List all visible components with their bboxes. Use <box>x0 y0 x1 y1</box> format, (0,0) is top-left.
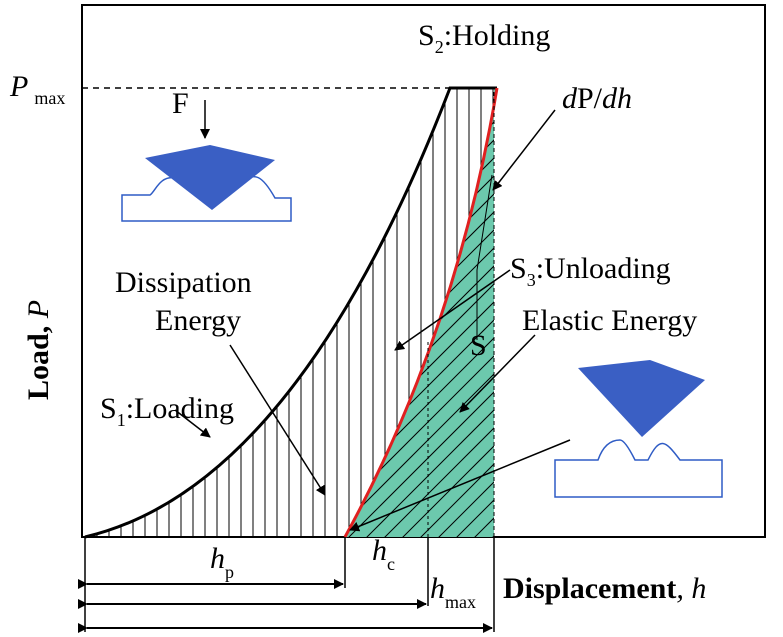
hmax-label: hmax <box>430 572 476 612</box>
dimension-arrows <box>78 579 493 633</box>
hatch-line <box>393 99 497 537</box>
hatch-line <box>345 99 497 537</box>
hatch-line <box>345 99 497 537</box>
unloading-label: S3:Unloading <box>510 252 671 290</box>
hatch-line <box>538 100 783 600</box>
slope-label: dP/dh <box>562 82 632 115</box>
hatch-line <box>574 100 783 600</box>
hatch-line <box>483 99 497 537</box>
hatch-line <box>592 100 783 600</box>
y-axis-label: Load, P <box>22 300 55 400</box>
stiffness-label: S <box>470 329 487 362</box>
unloading-curve <box>343 87 499 538</box>
hp-label: hp <box>210 542 234 582</box>
hatch-line <box>520 100 783 600</box>
hatch-line <box>556 100 783 600</box>
hatch-line <box>465 99 497 537</box>
dissipation-label: Dissipation <box>115 266 252 299</box>
elastic-label: Elastic Energy <box>522 304 697 337</box>
hatch-line <box>375 99 497 537</box>
indenter-top <box>121 145 292 222</box>
hatch-line <box>357 99 497 537</box>
hatch-line <box>345 99 497 537</box>
hatch-line <box>447 99 497 537</box>
loading-curve <box>84 86 497 539</box>
hatch-line <box>345 99 497 537</box>
hc-label: hc <box>372 534 395 574</box>
loading-label: S1:Loading <box>100 392 234 430</box>
hatch-line <box>345 99 497 537</box>
dissipation-label: Energy <box>155 304 241 337</box>
x-axis-label: Displacement, h <box>503 572 706 605</box>
hatch-line <box>345 99 497 537</box>
annotation-arrows <box>174 100 571 532</box>
elastic-area <box>345 88 497 537</box>
hatch-line <box>502 100 783 600</box>
hatch-line <box>345 99 497 537</box>
hatch-line <box>345 99 497 537</box>
holding-label: S2:Holding <box>418 19 550 57</box>
hatch-line <box>345 99 497 537</box>
hatch-line <box>345 99 497 537</box>
indenter-bottom <box>554 360 723 498</box>
force-label: F <box>172 87 189 120</box>
slope-triangle <box>476 174 493 340</box>
